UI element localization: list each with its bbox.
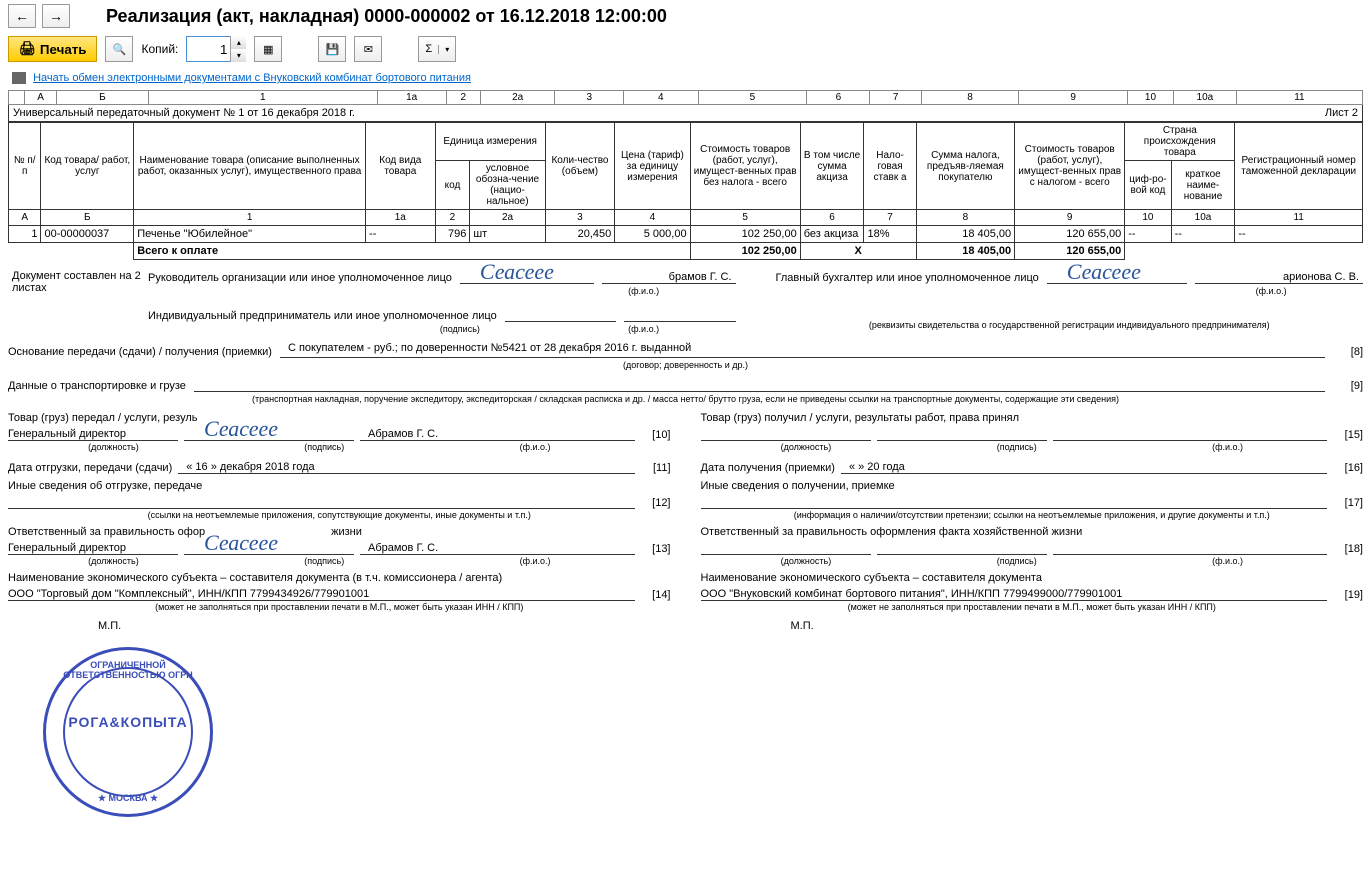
signature-2: Сеасеее	[1067, 259, 1141, 285]
printer-icon: 🖨	[19, 41, 36, 57]
left-column: Товар (груз) передал / услуги, резуль Ге…	[8, 412, 671, 822]
mail-button[interactable]: ✉	[354, 36, 382, 62]
preview-button[interactable]: 🔍	[105, 36, 133, 62]
spin-down[interactable]: ▾	[230, 49, 246, 62]
table-row: 1 00-00000037 Печенье "Юбилейное" -- 796…	[9, 226, 1363, 243]
document-icon	[12, 72, 26, 84]
grid-button[interactable]: ▦	[254, 36, 282, 62]
print-button[interactable]: 🖨Печать	[8, 36, 97, 62]
back-button[interactable]: ←	[8, 4, 36, 28]
signature-4: Сеасеее	[204, 530, 278, 556]
copies-label: Копий:	[141, 42, 178, 56]
page-title: Реализация (акт, накладная) 0000-000002 …	[106, 6, 667, 27]
column-ruler: АБ11а22а34567891010а11	[8, 90, 1363, 105]
total-row: Всего к оплате 102 250,00 Х 18 405,00 12…	[9, 243, 1363, 260]
right-column: Товар (груз) получил / услуги, результат…	[701, 412, 1364, 822]
save-button[interactable]: 💾	[318, 36, 346, 62]
signature-1: Сеасеее	[480, 259, 554, 285]
edo-link[interactable]: Начать обмен электронными документами с …	[33, 72, 471, 84]
invoice-table: № п/п Код товара/ работ, услуг Наименова…	[8, 122, 1363, 260]
spin-up[interactable]: ▴	[230, 36, 246, 49]
doc-info: Документ составлен на 2 листах	[8, 266, 148, 334]
sum-button[interactable]: Σ▾	[418, 36, 456, 62]
forward-button[interactable]: →	[42, 4, 70, 28]
document-caption: Универсальный передаточный документ № 1 …	[8, 105, 1363, 122]
signature-3: Сеасеее	[204, 416, 278, 442]
company-stamp: ОГРАНИЧЕННОЙ ОТВЕТСТВЕННОСТЬЮ ОГРН РОГА&…	[38, 642, 218, 822]
